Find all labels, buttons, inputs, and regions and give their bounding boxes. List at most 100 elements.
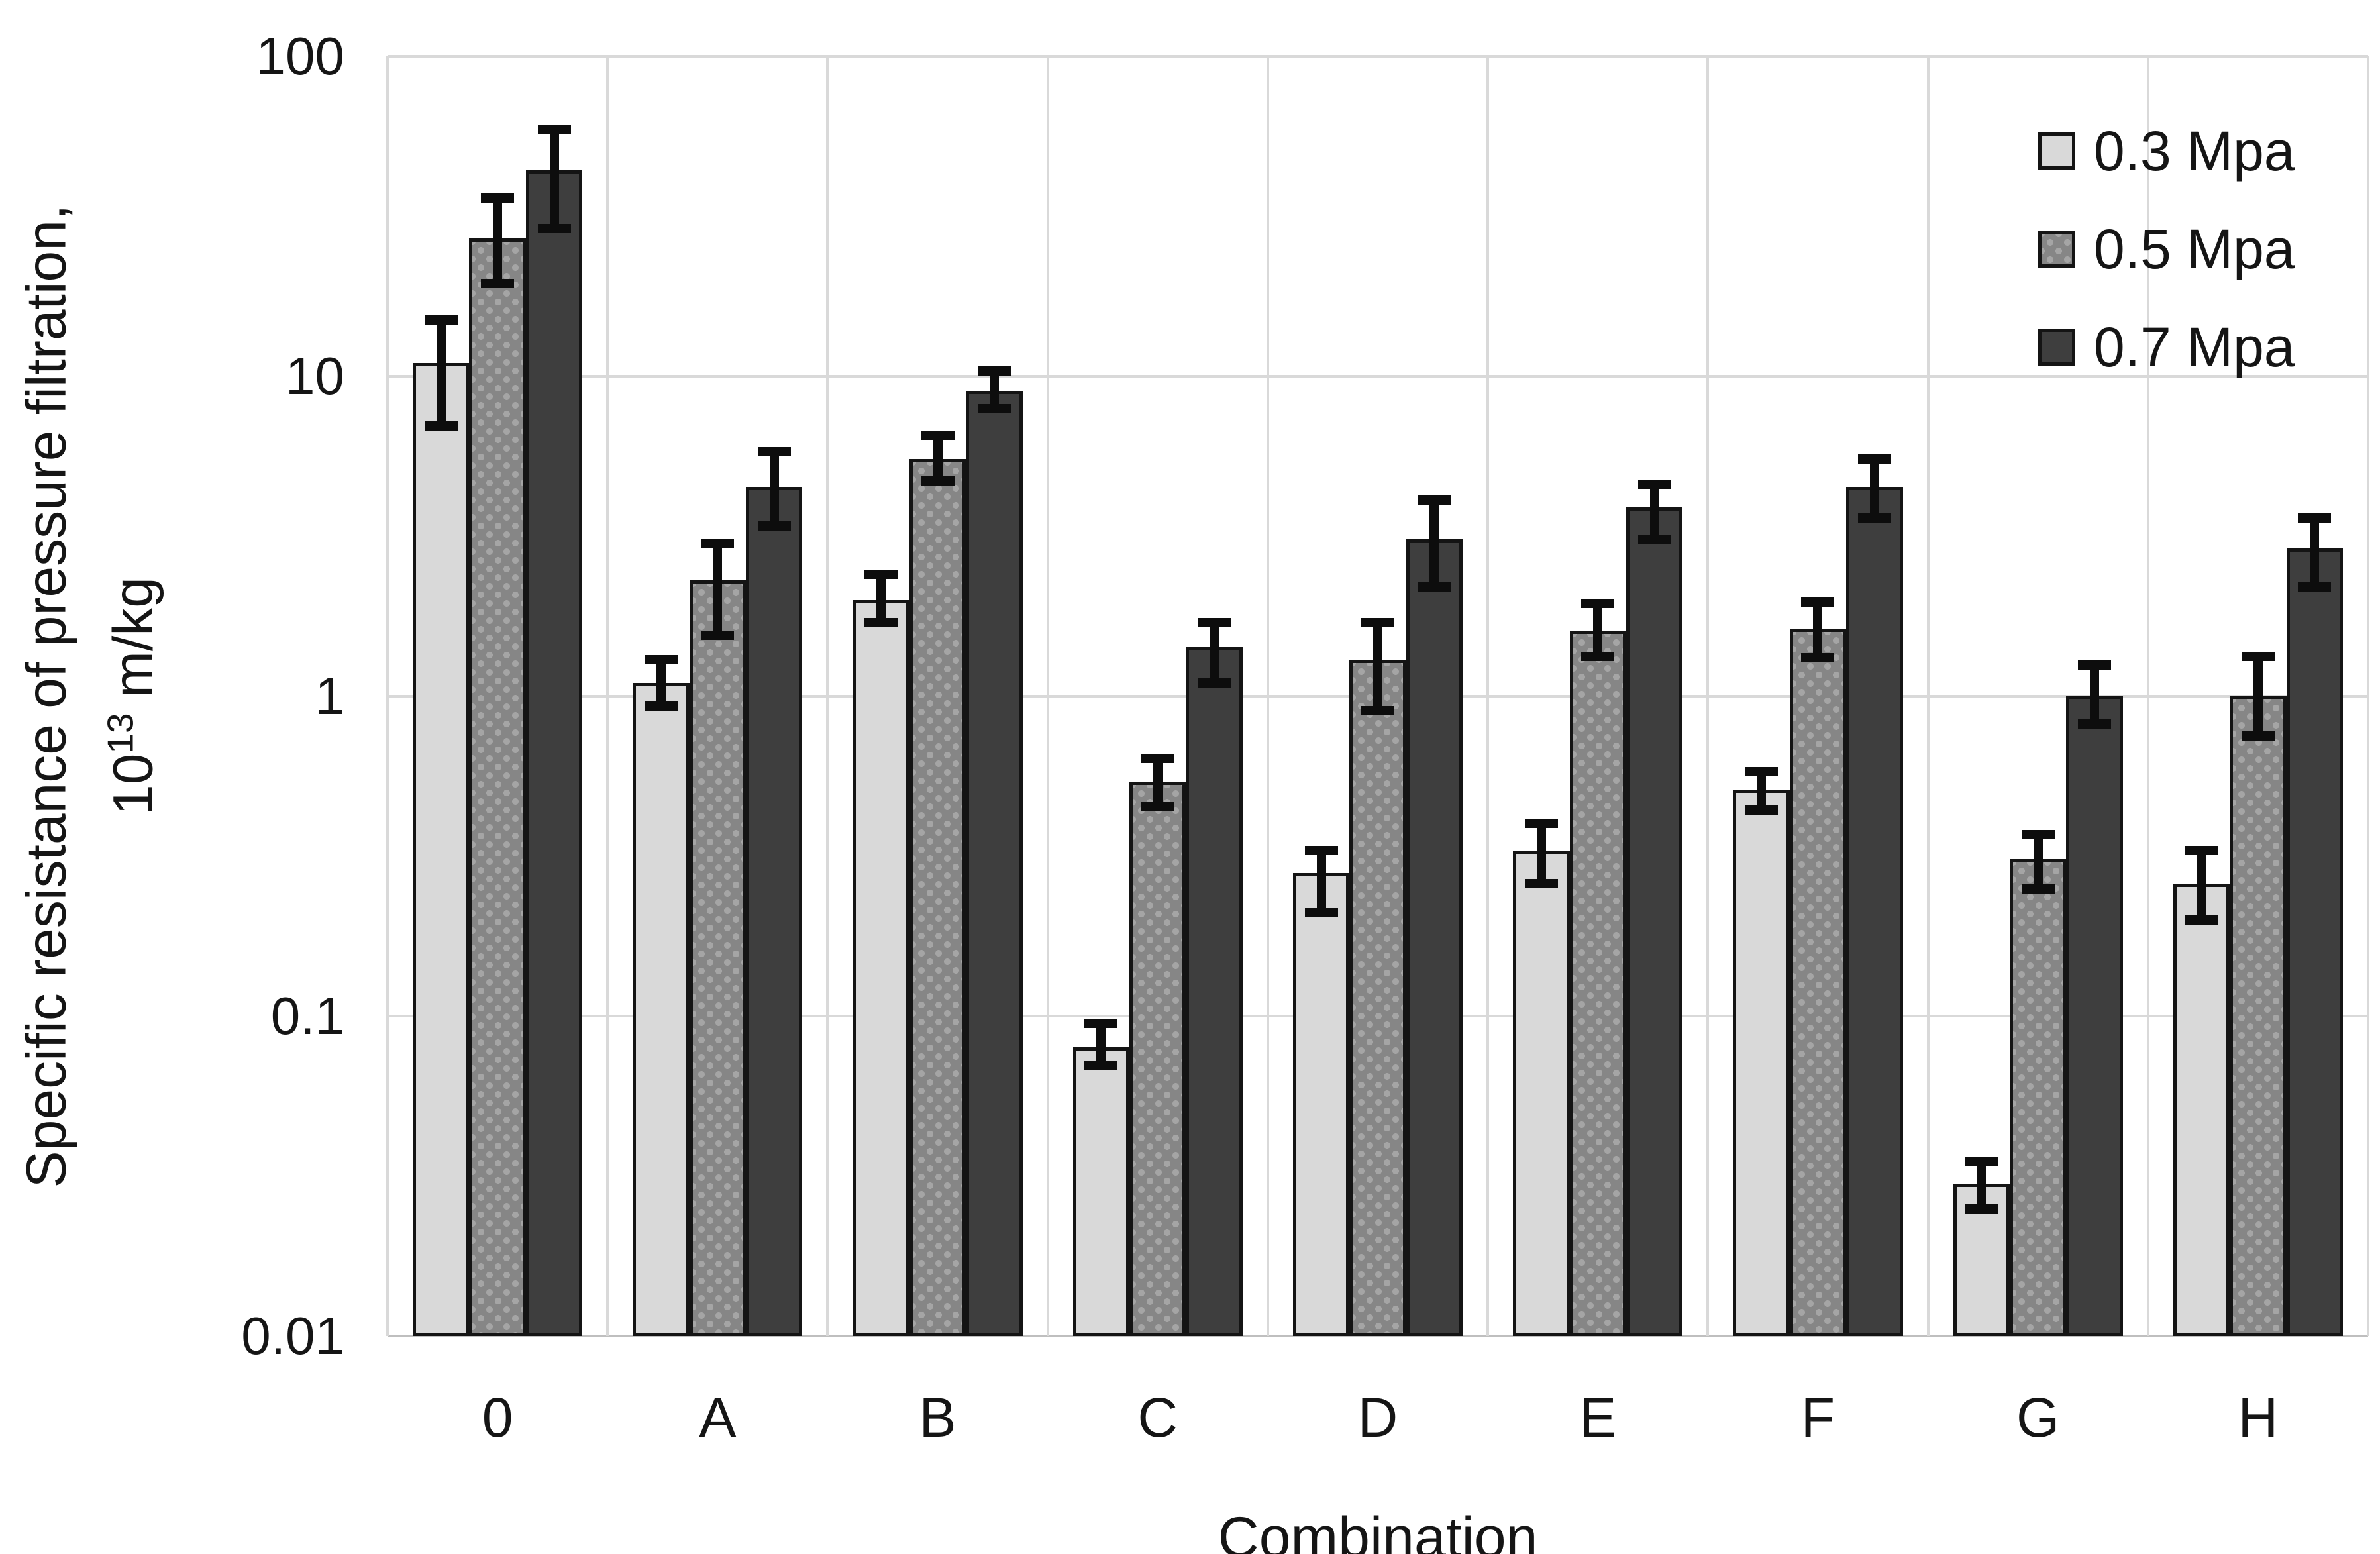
bar-0.3Mpa-F — [1733, 790, 1790, 1336]
error-bar-cap — [864, 570, 898, 580]
y-gridline — [388, 375, 2368, 378]
bar-0.3Mpa-A — [633, 683, 690, 1336]
error-bar-cap — [1637, 534, 1671, 544]
error-bar-line — [1429, 500, 1439, 587]
y-tick-label: 100 — [256, 26, 344, 85]
error-bar-cap — [1965, 1204, 1998, 1214]
error-bar-cap — [1801, 597, 1835, 607]
legend-item-0.5Mpa: 0.5 Mpa — [2038, 218, 2295, 280]
x-tick-label: D — [1357, 1386, 1398, 1449]
error-bar-line — [1153, 758, 1163, 807]
x-gridline — [2367, 56, 2369, 1336]
x-tick-label: 0 — [482, 1386, 513, 1449]
plot-area — [386, 55, 2369, 1337]
error-bar-line — [876, 574, 886, 623]
error-bar-cap — [1965, 1157, 1998, 1167]
error-bar-line — [2033, 834, 2043, 889]
bar-0.5Mpa-C — [1129, 782, 1186, 1336]
bar-0.7Mpa-G — [2066, 696, 2123, 1336]
error-bar-line — [2090, 665, 2100, 724]
error-bar-line — [1813, 601, 1823, 658]
x-gridline — [826, 56, 829, 1336]
bar-0.7Mpa-A — [746, 487, 803, 1336]
x-tick-label: H — [2238, 1386, 2279, 1449]
error-bar-cap — [2185, 845, 2218, 855]
legend-swatch-icon — [2038, 132, 2075, 170]
error-bar-line — [1757, 772, 1767, 811]
bar-0.3Mpa-B — [853, 599, 909, 1336]
x-axis-title: Combination — [1217, 1506, 1538, 1554]
bar-0.5Mpa-0 — [469, 238, 526, 1336]
x-gridline — [1267, 56, 1269, 1336]
error-bar-cap — [1084, 1061, 1118, 1070]
bar-0.7Mpa-H — [2286, 548, 2343, 1336]
error-bar-cap — [921, 476, 955, 486]
error-bar-cap — [1304, 908, 1338, 918]
error-bar-cap — [644, 701, 678, 711]
error-bar-cap — [537, 223, 571, 233]
error-bar-cap — [1141, 802, 1174, 812]
y-tick-label: 0.1 — [270, 986, 344, 1045]
y-gridline — [388, 1335, 2368, 1337]
error-bar-cap — [2185, 915, 2218, 925]
error-bar-cap — [1418, 495, 1451, 505]
bar-0.7Mpa-E — [1626, 507, 1683, 1336]
error-bar-cap — [537, 125, 571, 134]
x-tick-label: G — [2016, 1386, 2060, 1449]
error-bar-cap — [481, 278, 515, 288]
bar-0.5Mpa-H — [2230, 696, 2287, 1336]
error-bar-cap — [1198, 617, 1231, 627]
error-bar-cap — [1857, 513, 1891, 523]
bar-0.7Mpa-C — [1186, 646, 1243, 1336]
y-axis-title-line1: Specific resistance of pressure filtrati… — [15, 204, 78, 1188]
y-axis-title: Specific resistance of pressure filtrati… — [9, 205, 170, 1188]
bar-0.7Mpa-B — [966, 391, 1023, 1336]
x-tick-label: E — [1579, 1386, 1617, 1449]
y-tick-label: 10 — [285, 346, 344, 405]
error-bar-line — [2310, 518, 2320, 587]
error-bar-cap — [481, 193, 515, 203]
error-bar-cap — [977, 366, 1011, 376]
bar-0.5Mpa-B — [909, 459, 966, 1336]
error-bar-line — [1210, 622, 1219, 683]
error-bar-cap — [701, 631, 735, 641]
error-bar-line — [436, 319, 446, 426]
x-tick-label: F — [1800, 1386, 1836, 1449]
legend-swatch-icon — [2038, 329, 2075, 366]
error-bar-cap — [864, 617, 898, 627]
error-bar-cap — [424, 315, 458, 325]
y-gridline — [388, 55, 2368, 58]
y-axis-title-superscript: 13 — [99, 713, 141, 754]
error-bar-cap — [2241, 652, 2275, 662]
error-bar-cap — [2078, 719, 2112, 729]
error-bar-cap — [757, 447, 791, 457]
x-gridline — [386, 56, 389, 1336]
x-gridline — [2147, 56, 2149, 1336]
y-tick-label: 1 — [315, 666, 345, 725]
bar-0.3Mpa-E — [1513, 850, 1570, 1336]
legend-swatch-icon — [2038, 231, 2075, 268]
error-bar-cap — [1581, 652, 1615, 662]
error-bar-line — [549, 129, 559, 229]
error-bar-cap — [1581, 598, 1615, 608]
error-bar-cap — [2021, 884, 2055, 894]
legend-item-0.7Mpa: 0.7 Mpa — [2038, 316, 2295, 378]
error-bar-cap — [1141, 753, 1174, 763]
error-bar-line — [1593, 603, 1603, 657]
bar-0.5Mpa-G — [2009, 858, 2067, 1336]
error-bar-cap — [1524, 819, 1558, 829]
x-gridline — [1486, 56, 1489, 1336]
error-bar-cap — [644, 654, 678, 664]
error-bar-cap — [1304, 845, 1338, 855]
error-bar-cap — [2241, 731, 2275, 741]
bar-0.7Mpa-0 — [525, 170, 583, 1336]
legend-item-0.3Mpa: 0.3 Mpa — [2038, 120, 2295, 182]
error-bar-line — [713, 543, 723, 636]
bar-0.3Mpa-C — [1072, 1047, 1130, 1336]
y-tick-label: 0.01 — [241, 1306, 344, 1365]
error-bar-line — [933, 436, 943, 482]
error-bar-cap — [2078, 660, 2112, 670]
bar-0.7Mpa-F — [1846, 487, 1903, 1336]
error-bar-line — [769, 452, 779, 527]
